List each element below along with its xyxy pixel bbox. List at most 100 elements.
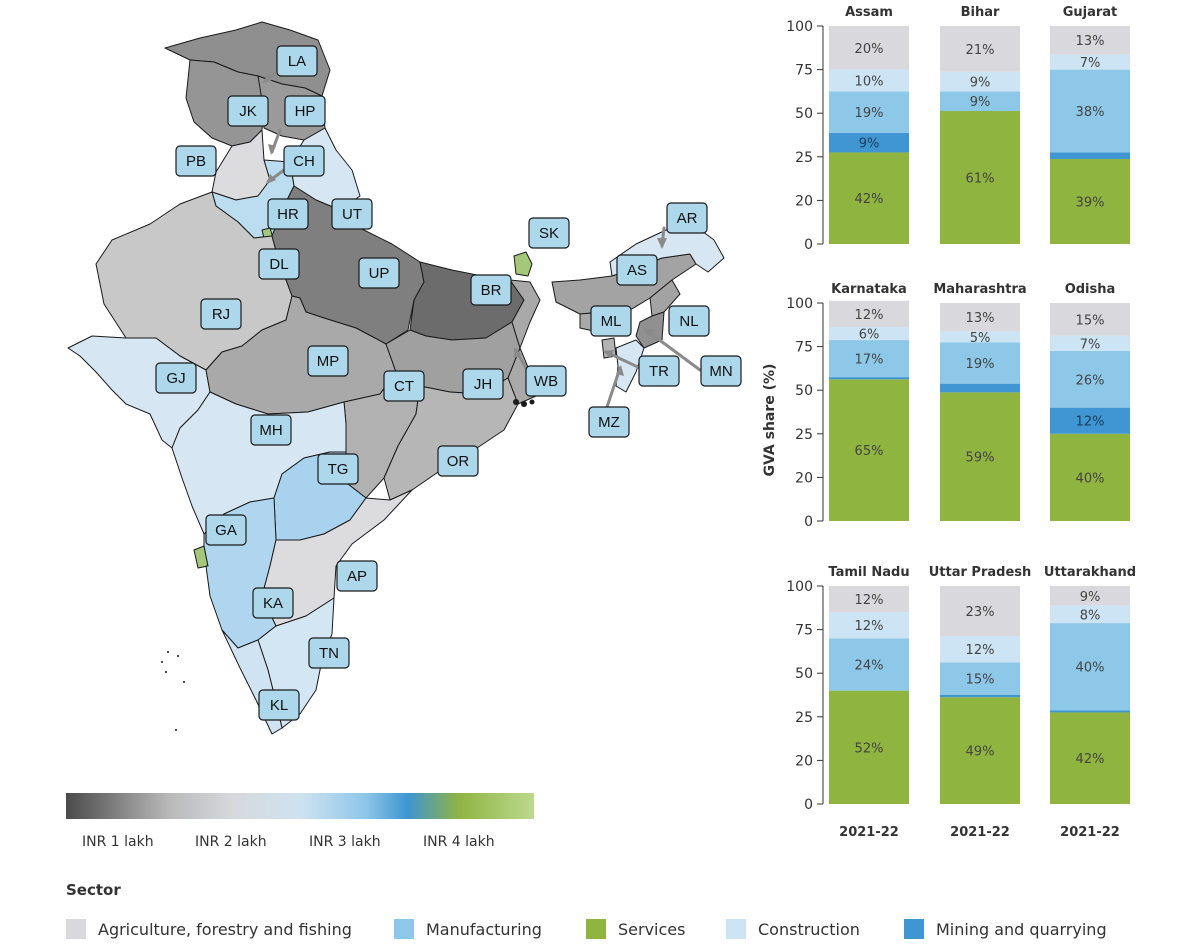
state-label-box — [358, 257, 400, 289]
bar-segment-services — [1050, 433, 1130, 521]
y-axis-label: GVA share (%) — [762, 364, 778, 477]
panel-title: Uttar Pradesh — [929, 565, 1032, 580]
state-label-text: NL — [679, 313, 698, 330]
state-label-box — [638, 355, 680, 387]
bar-segment-agriculture — [940, 26, 1020, 72]
legend-label: Mining and quarrying — [936, 919, 1107, 939]
panel-title: Maharashtra — [933, 282, 1026, 297]
y-tick-label: 0 — [804, 514, 813, 530]
data-label: 23% — [966, 605, 995, 620]
bar-segment-mining — [1050, 152, 1130, 159]
state-label-text: RJ — [212, 306, 230, 323]
state-label-hr: HR — [267, 198, 309, 230]
arrow-heads — [262, 74, 667, 376]
state-label-box — [308, 637, 350, 669]
state-label-text: WB — [534, 373, 558, 390]
data-label: 24% — [855, 658, 884, 673]
panel-odisha: Odisha 40% 12% 26% 7% 15% — [1050, 282, 1130, 521]
state-label-mp: MP — [307, 345, 349, 377]
state-label-box — [317, 453, 359, 485]
state-labels: LA JK HP PB CH HR UT DL RJ UP SK AR AS BR ML NL MP GJ CT JH… — [155, 45, 742, 721]
panel-title: Assam — [845, 5, 893, 20]
state-label-text: MP — [317, 353, 340, 370]
state-label-box — [205, 514, 247, 546]
state-label-text: GA — [215, 522, 237, 539]
y-tick-label: 25 — [795, 150, 813, 166]
state-label-wb: WB — [525, 365, 567, 397]
state-label-sk: SK — [528, 217, 570, 249]
state-label-text: OR — [447, 453, 470, 470]
state-label-tr: TR — [638, 355, 680, 387]
y-tick-label: 75 — [795, 623, 813, 639]
state-label-ct: CT — [383, 370, 425, 402]
data-label: 10% — [855, 75, 884, 90]
data-label: 15% — [1076, 313, 1105, 328]
legend-swatch-agriculture — [66, 919, 86, 939]
state-label-text: AS — [627, 262, 647, 279]
panel-uttarakhand: Uttarakhand 42% 40% 8% 9% 2021-22 — [1044, 565, 1136, 840]
data-label: 42% — [1076, 752, 1105, 767]
scale-label-4: INR 4 lakh — [423, 834, 495, 850]
data-label: 9% — [859, 137, 880, 152]
y-tick-label: 100 — [786, 296, 813, 312]
bar-segment-manufacturing — [940, 662, 1020, 695]
data-label: 19% — [966, 357, 995, 372]
bar-segment-services — [829, 379, 909, 521]
data-label: 13% — [1076, 34, 1105, 49]
panel-title: Gujarat — [1063, 5, 1118, 20]
y-tick-label: 0 — [804, 797, 813, 813]
state-label-box — [616, 254, 658, 286]
state-label-text: KA — [263, 595, 283, 612]
state-label-ut: UT — [331, 198, 373, 230]
state-label-text: HR — [277, 206, 299, 223]
state-label-text: LA — [288, 53, 306, 70]
state-label-text: CT — [394, 378, 414, 395]
bar-segment-manufacturing — [1050, 350, 1130, 408]
legend-label: Construction — [758, 919, 860, 939]
bar-segment-manufacturing — [829, 91, 909, 133]
state-label-text: TG — [328, 461, 349, 478]
state-label-box — [383, 370, 425, 402]
legend-item-mining: Mining and quarrying — [904, 918, 1107, 940]
legend-item-construction: Construction — [726, 918, 860, 940]
data-label: 61% — [966, 172, 995, 187]
state-label-text: JH — [474, 376, 492, 393]
bar-segment-services — [1050, 158, 1130, 244]
bar-segment-services — [829, 152, 909, 244]
data-label: 6% — [859, 328, 880, 343]
state-label-text: TN — [319, 645, 339, 662]
x-category-label: 2021-22 — [1060, 825, 1120, 840]
state-label-text: ML — [601, 313, 622, 330]
bar-segment-manufacturing — [1050, 69, 1130, 153]
state-label-nl: NL — [668, 305, 710, 337]
state-label-box — [267, 198, 309, 230]
state-label-ch: CH — [283, 145, 325, 177]
legend-label: Manufacturing — [426, 919, 542, 939]
y-tick-label: 25 — [795, 710, 813, 726]
bar-segment-agriculture — [829, 300, 909, 327]
bar-segment-construction — [940, 636, 1020, 663]
panel-uttar-pradesh: Uttar Pradesh 49% 15% 12% 23% 2021-22 — [929, 565, 1032, 840]
state-label-up: UP — [358, 257, 400, 289]
scale-label-1: INR 1 lakh — [82, 834, 154, 850]
india-map: LA JK HP PB CH HR UT DL RJ UP SK AR AS BR ML NL MP GJ CT JH… — [67, 21, 742, 735]
state-label-box — [258, 689, 300, 721]
state-label-box — [528, 217, 570, 249]
state-label-hp: HP — [284, 95, 326, 127]
legend-swatch-construction — [726, 919, 746, 939]
data-label: 40% — [1076, 471, 1105, 486]
y-tick-label: 50 — [795, 666, 813, 682]
data-label: 42% — [855, 192, 884, 207]
scale-label-2: INR 2 lakh — [195, 834, 267, 850]
state-label-text: MZ — [598, 414, 620, 431]
bar-segment-services — [940, 392, 1020, 521]
bar-segment-manufacturing — [940, 91, 1020, 112]
state-label-text: HP — [295, 103, 316, 120]
panel-maharashtra: Maharashtra 59% 19% 5% 13% — [933, 282, 1027, 521]
state-label-gj: GJ — [155, 362, 197, 394]
state-label-box — [668, 305, 710, 337]
bar-segment-agriculture — [1050, 586, 1130, 606]
y-tick-label: 20 — [795, 470, 813, 486]
bar-segment-construction — [1050, 335, 1130, 351]
legend-item-agriculture: Agriculture, forestry and fishing — [66, 918, 352, 940]
